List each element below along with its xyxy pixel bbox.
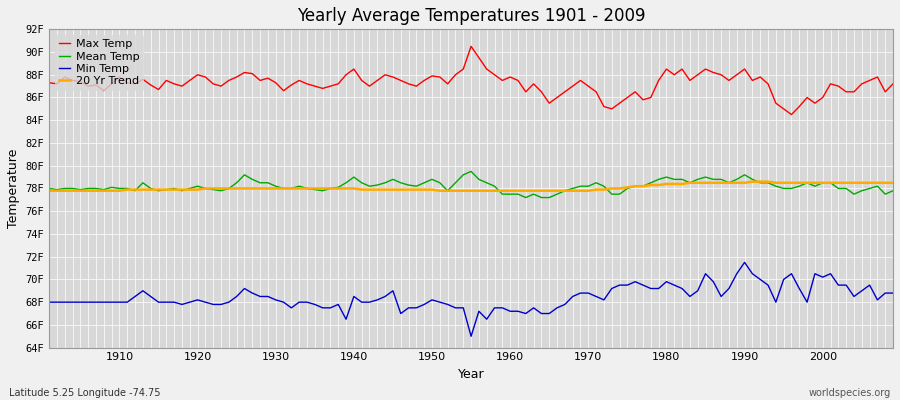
Max Temp [278, 88, 289, 93]
20 Yr Trend [325, 186, 336, 191]
20 Yr Trend [598, 187, 609, 192]
Min Temp [465, 334, 476, 339]
Mean Temp [520, 195, 531, 200]
Min Temp [106, 300, 117, 304]
Mean Temp [513, 192, 524, 196]
Max Temp [325, 84, 336, 88]
Y-axis label: Temperature: Temperature [7, 149, 20, 228]
Line: Max Temp: Max Temp [50, 46, 893, 114]
Min Temp [739, 260, 750, 265]
Min Temp [44, 300, 55, 304]
20 Yr Trend [747, 179, 758, 184]
Mean Temp [465, 169, 476, 174]
Mean Temp [325, 186, 336, 191]
20 Yr Trend [887, 180, 898, 185]
Mean Temp [278, 186, 289, 191]
Min Temp [505, 309, 516, 314]
Max Temp [887, 82, 898, 86]
Max Temp [106, 82, 117, 86]
20 Yr Trend [278, 186, 289, 191]
20 Yr Trend [106, 188, 117, 193]
Text: Latitude 5.25 Longitude -74.75: Latitude 5.25 Longitude -74.75 [9, 388, 160, 398]
Max Temp [786, 112, 796, 117]
Text: worldspecies.org: worldspecies.org [809, 388, 891, 398]
Max Temp [44, 80, 55, 85]
Line: 20 Yr Trend: 20 Yr Trend [50, 182, 893, 191]
20 Yr Trend [44, 188, 55, 193]
Mean Temp [44, 186, 55, 191]
Min Temp [278, 300, 289, 304]
Min Temp [607, 286, 617, 291]
Max Temp [513, 78, 524, 83]
Mean Temp [505, 192, 516, 196]
Min Temp [325, 306, 336, 310]
Max Temp [607, 106, 617, 111]
20 Yr Trend [497, 188, 508, 193]
X-axis label: Year: Year [458, 368, 484, 381]
Max Temp [505, 75, 516, 80]
Mean Temp [614, 192, 625, 196]
Legend: Max Temp, Mean Temp, Min Temp, 20 Yr Trend: Max Temp, Mean Temp, Min Temp, 20 Yr Tre… [55, 35, 144, 91]
20 Yr Trend [505, 188, 516, 193]
Mean Temp [106, 185, 117, 190]
Max Temp [465, 44, 476, 49]
Title: Yearly Average Temperatures 1901 - 2009: Yearly Average Temperatures 1901 - 2009 [297, 7, 645, 25]
Min Temp [513, 309, 524, 314]
Min Temp [887, 291, 898, 296]
Line: Mean Temp: Mean Temp [50, 172, 893, 198]
Line: Min Temp: Min Temp [50, 262, 893, 336]
Mean Temp [887, 188, 898, 193]
